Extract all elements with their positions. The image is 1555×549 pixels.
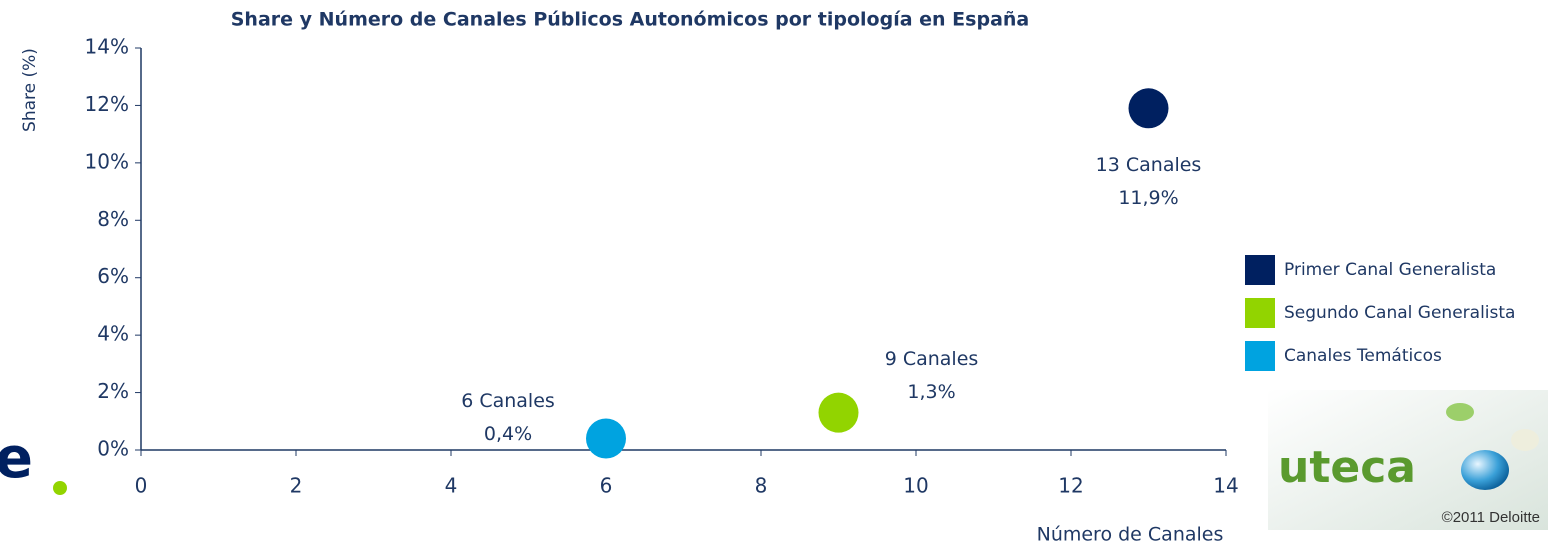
logo-fragment: e [0, 426, 33, 491]
y-tick-label: 8% [97, 207, 129, 231]
x-tick-label: 8 [755, 474, 768, 498]
logo-orb [1511, 429, 1539, 451]
data-label: 9 Canales [885, 348, 979, 370]
x-tick-label: 6 [600, 474, 613, 498]
data-label: 11,9% [1118, 187, 1178, 209]
y-tick-label: 4% [97, 322, 129, 346]
legend-label: Segundo Canal Generalista [1284, 303, 1515, 323]
logo-orb [1446, 403, 1474, 421]
x-tick-label: 10 [903, 474, 928, 498]
logo-dot [53, 481, 67, 495]
logo-text: uteca [1278, 442, 1416, 493]
logo-orb [1461, 450, 1509, 490]
legend-swatch [1245, 298, 1275, 328]
x-tick-label: 4 [445, 474, 458, 498]
legend-swatch [1245, 341, 1275, 371]
y-tick-label: 2% [97, 379, 129, 403]
data-label: 1,3% [907, 381, 955, 403]
y-tick-label: 14% [85, 35, 129, 59]
point [818, 392, 859, 433]
chart-title: Share y Número de Canales Públicos Auton… [231, 9, 1030, 31]
y-tick-label: 0% [97, 437, 129, 461]
point [1128, 88, 1169, 129]
x-tick-label: 12 [1058, 474, 1083, 498]
x-tick-label: 0 [135, 474, 148, 498]
legend-label: Canales Temáticos [1284, 346, 1442, 366]
y-tick-label: 6% [97, 264, 129, 288]
y-tick-label: 12% [85, 92, 129, 116]
y-axis-label: Share (%) [20, 48, 40, 132]
x-tick-label: 2 [290, 474, 303, 498]
copyright: ©2011 Deloitte [1442, 509, 1540, 526]
legend-swatch [1245, 255, 1275, 285]
y-tick-label: 10% [85, 149, 129, 173]
x-axis-label: Número de Canales [1037, 524, 1224, 546]
x-tick-label: 14 [1213, 474, 1238, 498]
data-label: 6 Canales [461, 390, 555, 412]
legend-label: Primer Canal Generalista [1284, 260, 1496, 280]
point [586, 418, 626, 459]
data-label: 13 Canales [1096, 154, 1202, 176]
data-label: 0,4% [484, 423, 532, 445]
